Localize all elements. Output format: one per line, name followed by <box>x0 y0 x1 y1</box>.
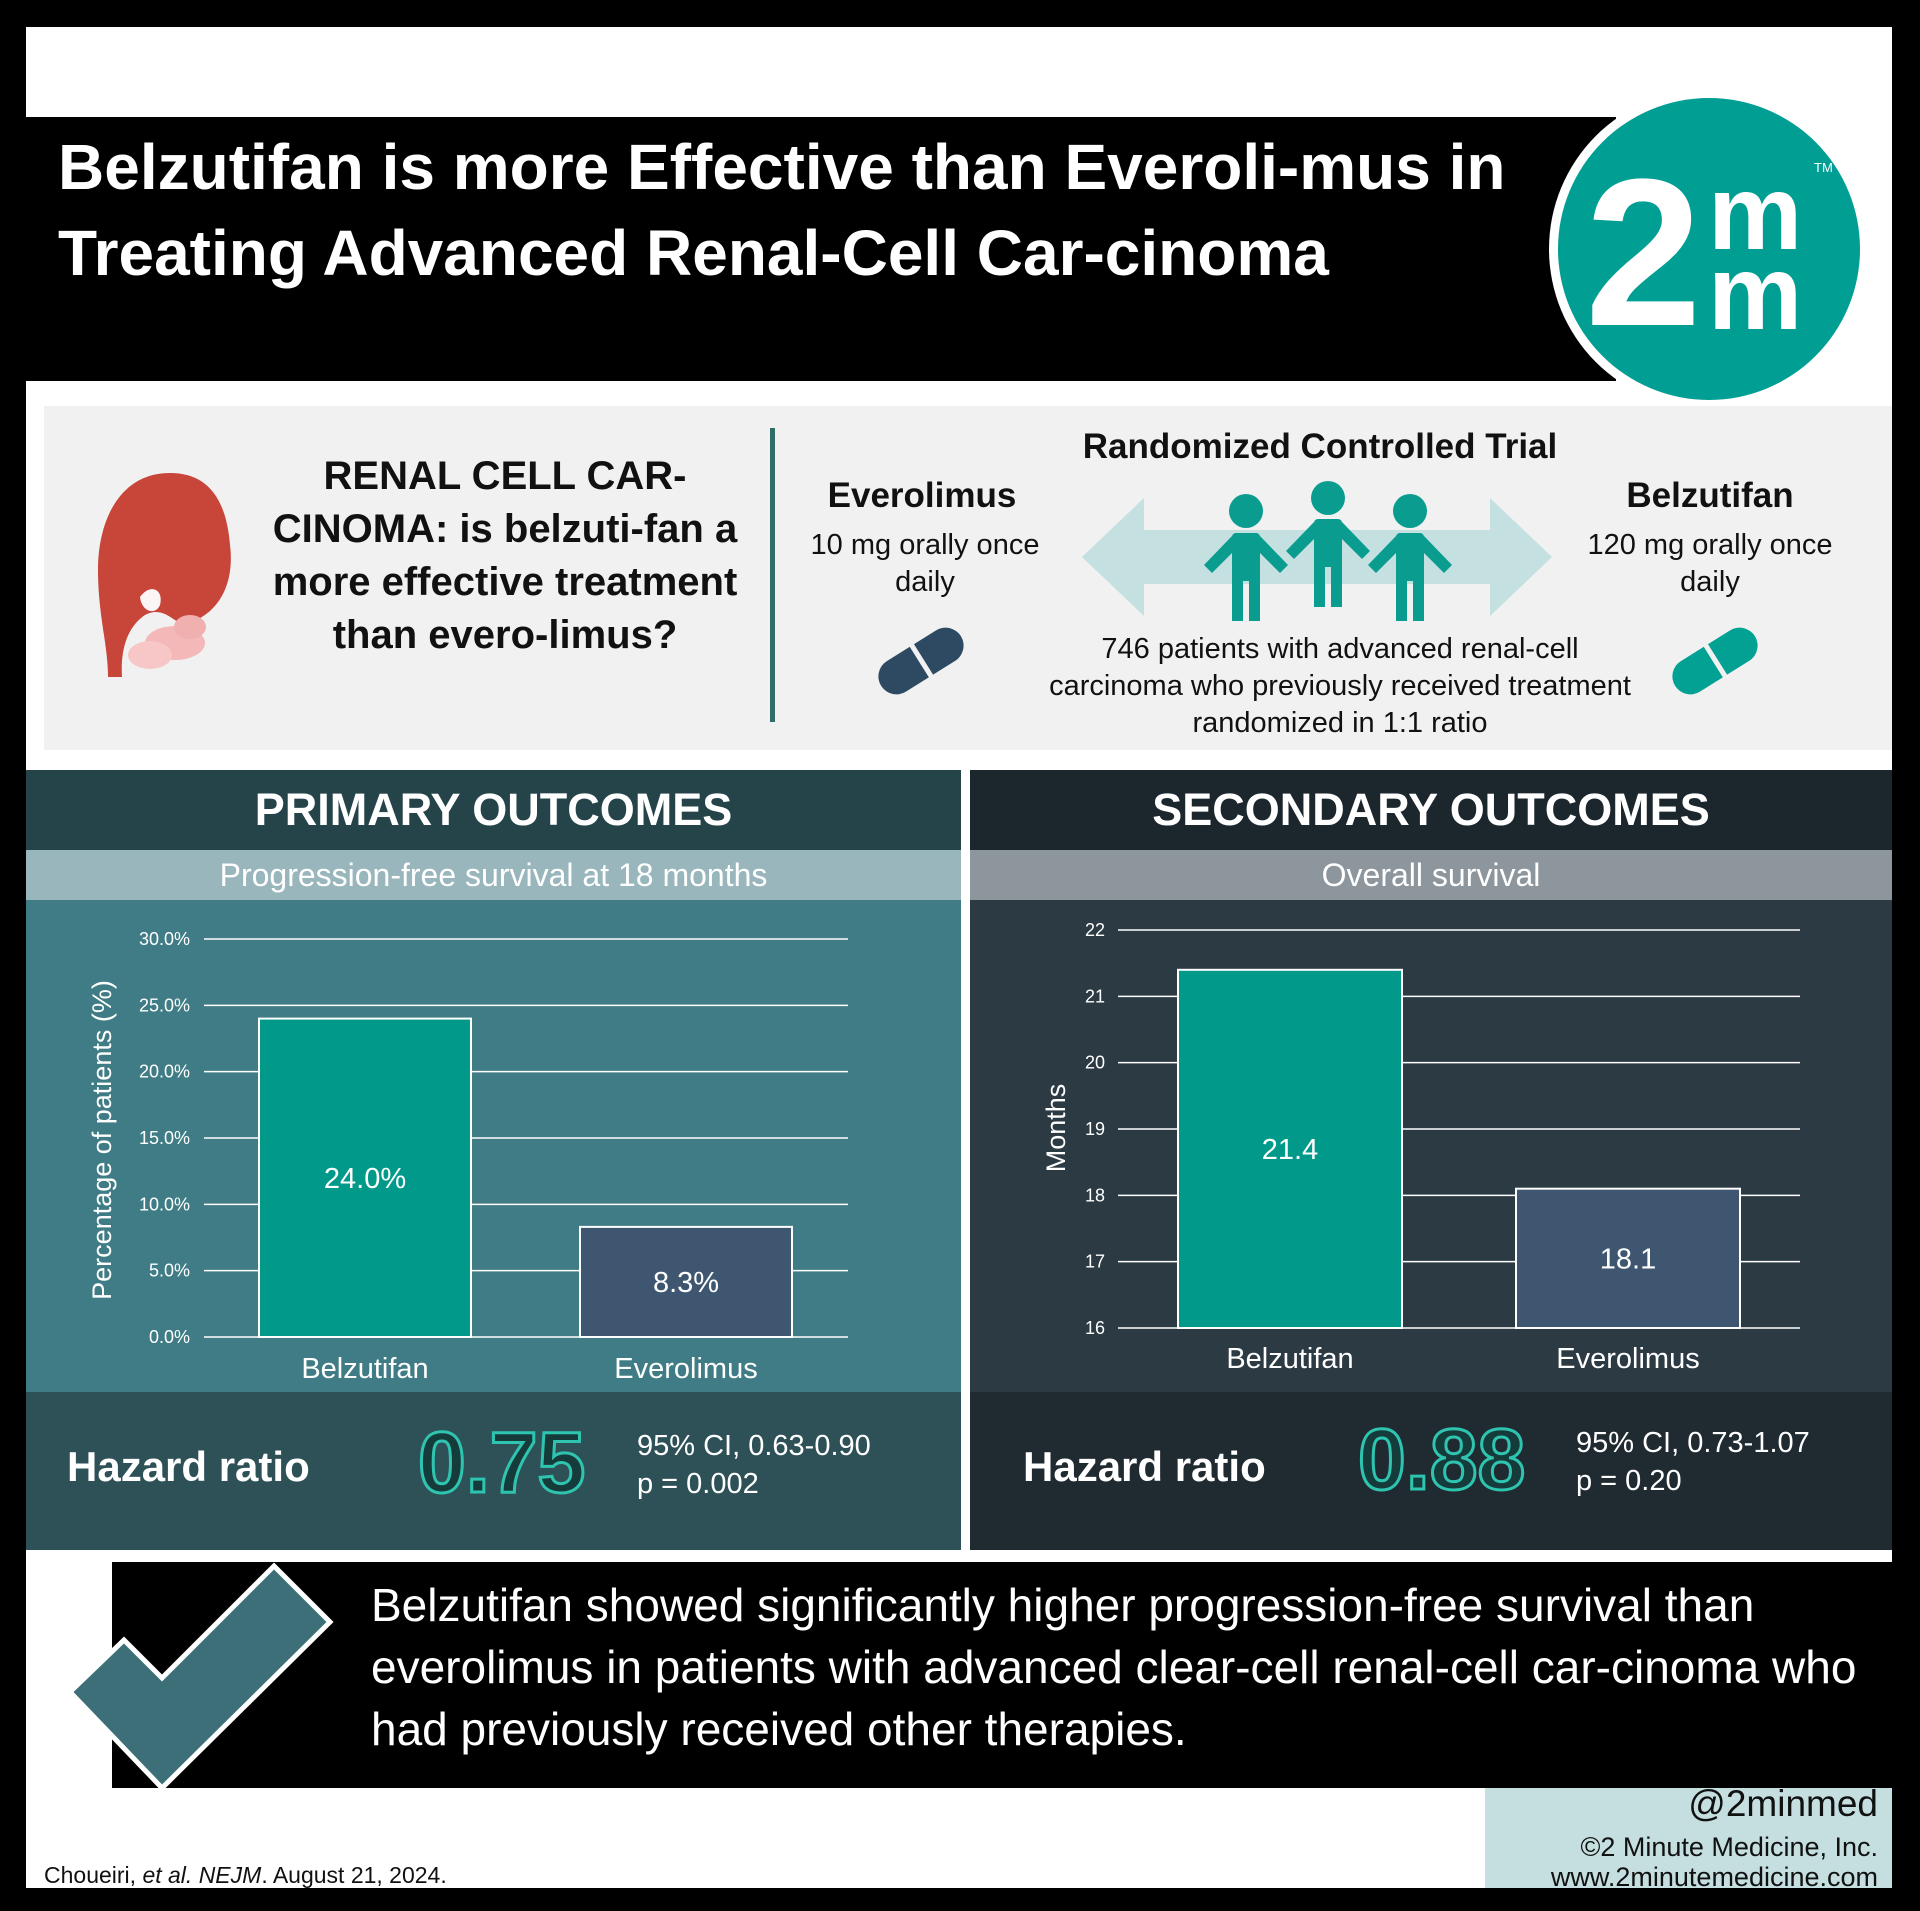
secondary-hazard-panel <box>970 1392 1892 1550</box>
logo-letter-top: m <box>1708 154 1803 272</box>
website-link[interactable]: www.2minutemedicine.com <box>1550 1862 1878 1892</box>
pfs-y-tick-label: 25.0% <box>139 995 190 1015</box>
primary-hazard-label: Hazard ratio <box>67 1443 310 1490</box>
primary-p-value: p = 0.002 <box>637 1468 759 1500</box>
os-category-label: Belzutifan <box>1226 1343 1353 1375</box>
os-data-label: 18.1 <box>1600 1243 1656 1275</box>
pfs-y-axis-label: Percentage of patients (%) <box>87 980 117 1300</box>
title-bar <box>26 117 1616 381</box>
os-y-axis-label: Months <box>1041 1084 1071 1173</box>
primary-hazard-panel <box>26 1392 961 1550</box>
left-arm-name: Everolimus <box>827 476 1017 515</box>
secondary-ci: 95% CI, 0.73-1.07 <box>1576 1427 1810 1459</box>
citation-authors: Choueiri, <box>44 1862 143 1888</box>
left-arm-dose: 10 mg orally once daily <box>810 529 1040 598</box>
os-y-tick-label: 16 <box>1085 1318 1105 1338</box>
pfs-data-label: 8.3% <box>653 1267 719 1299</box>
os-y-tick-label: 18 <box>1085 1185 1105 1205</box>
os-y-tick-label: 19 <box>1085 1119 1105 1139</box>
primary-hazard-value: 0.75 <box>416 1415 586 1511</box>
pfs-bar-everolimus <box>579 1225 793 1338</box>
os-data-label: 21.4 <box>1262 1134 1318 1166</box>
os-y-tick-label: 17 <box>1085 1252 1105 1272</box>
logo-trademark: TM <box>1814 160 1833 175</box>
os-bar-chart: 16 17 18 19 20 21 22 21.4 Belzutifan 18.1 Everolim… <box>1041 920 1800 1375</box>
pill-icon-everolimus <box>878 627 964 695</box>
primary-subheading: Progression-free survival at 18 months <box>26 850 961 900</box>
intro-divider <box>770 428 775 722</box>
checkmark-icon <box>66 1562 334 1792</box>
os-y-tick-label: 21 <box>1085 986 1105 1006</box>
logo-digit: 2 <box>1585 135 1702 370</box>
people-group-icon <box>1204 481 1452 621</box>
conclusion-bar <box>112 1562 1892 1788</box>
pfs-bar-chart: 0.0% 5.0% 10.0% 15.0% 20.0% 25.0% 30.0% 24.0% Be… <box>87 929 848 1385</box>
citation-date: . August 21, 2024. <box>261 1862 447 1888</box>
copyright: ©2 Minute Medicine, Inc. <box>1580 1832 1878 1862</box>
right-arm-dose: 120 mg orally once daily <box>1587 529 1833 598</box>
pfs-y-tick-label: 5.0% <box>149 1261 190 1281</box>
twitter-handle[interactable]: @2minmed <box>1688 1783 1878 1824</box>
secondary-heading: SECONDARY OUTCOMES <box>970 770 1892 850</box>
secondary-p-value: p = 0.20 <box>1576 1465 1682 1497</box>
rct-title: Randomized Controlled Trial <box>1082 427 1558 466</box>
logo-icon <box>1558 98 1860 400</box>
pfs-y-tick-label: 15.0% <box>139 1128 190 1148</box>
pfs-bar-belzutifan <box>258 1017 472 1338</box>
pfs-data-label: 24.0% <box>324 1163 406 1195</box>
primary-heading: PRIMARY OUTCOMES <box>26 770 961 850</box>
pfs-y-tick-label: 0.0% <box>149 1327 190 1347</box>
secondary-subheading: Overall survival <box>970 850 1892 900</box>
right-arm-name: Belzutifan <box>1626 476 1794 515</box>
pfs-y-tick-label: 30.0% <box>139 929 190 949</box>
citation: Choueiri, et al. NEJM. August 21, 2024. <box>44 1862 447 1889</box>
pfs-category-label: Belzutifan <box>301 1353 428 1385</box>
pfs-y-tick-label: 20.0% <box>139 1062 190 1082</box>
os-category-label: Everolimus <box>1556 1343 1699 1375</box>
intro-panel <box>44 406 1892 750</box>
page-title: Belzutifan is more Effective than Everol… <box>58 131 1506 289</box>
secondary-hazard-value: 0.88 <box>1356 1412 1526 1508</box>
logo-letter-bottom: m <box>1708 234 1803 352</box>
footer-box <box>1485 1788 1892 1888</box>
pill-icon-belzutifan <box>1672 627 1758 695</box>
primary-chart-panel <box>26 900 961 1392</box>
pfs-category-label: Everolimus <box>614 1353 757 1385</box>
os-bar-everolimus <box>1515 1187 1741 1330</box>
kidney-icon <box>98 473 231 677</box>
secondary-hazard-label: Hazard ratio <box>1023 1443 1266 1490</box>
primary-ci: 95% CI, 0.63-0.90 <box>637 1430 871 1462</box>
os-y-tick-label: 22 <box>1085 920 1105 940</box>
os-y-tick-label: 20 <box>1085 1053 1105 1073</box>
os-bar-belzutifan <box>1177 968 1403 1330</box>
conclusion-text: Belzutifan showed significantly higher p… <box>371 1579 1857 1755</box>
citation-journal: et al. NEJM <box>142 1862 262 1888</box>
pfs-y-tick-label: 10.0% <box>139 1194 190 1214</box>
study-question: RENAL CELL CAR-CINOMA: is belzuti-fan a … <box>272 454 738 657</box>
rct-description: 746 patients with advanced renal-cell ca… <box>1049 633 1631 739</box>
